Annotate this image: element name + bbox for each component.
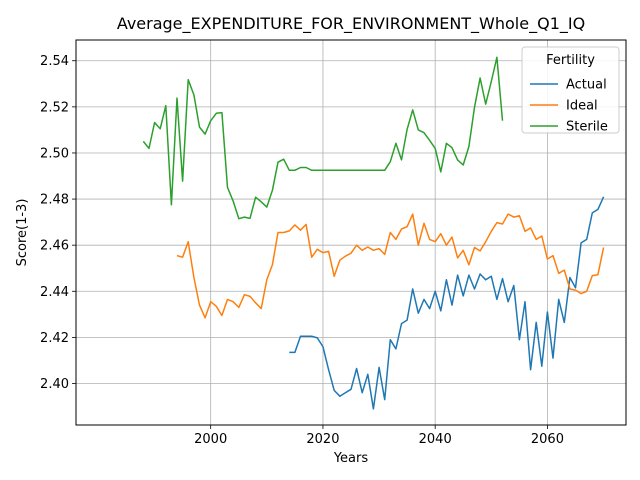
y-tick-label: 2.42 [40,331,69,346]
y-tick-label: 2.50 [40,146,69,161]
y-axis-label: Score(1-3) [15,199,30,267]
x-tick-label: 2000 [194,432,227,447]
legend-label-sterile: Sterile [566,120,608,135]
legend: Fertility Actual Ideal Sterile [521,46,620,135]
y-tick-label: 2.48 [40,193,69,208]
axis-ticks: 2000 2020 2040 2060 2.40 2.42 2.44 2.46 2.48 2.50… [40,54,564,447]
legend-label-ideal: Ideal [566,99,598,114]
x-tick-label: 2040 [419,432,452,447]
series-lines [142,56,605,410]
y-tick-label: 2.40 [40,377,69,392]
x-tick-label: 2060 [531,432,564,447]
series-line-ideal [176,213,605,319]
legend-title: Fertility [546,53,595,68]
chart-title: Average_EXPENDITURE_FOR_ENVIRONMENT_Whol… [117,14,585,34]
series-line-sterile [142,56,504,220]
x-tick-label: 2020 [306,432,339,447]
legend-box [521,46,620,134]
y-tick-label: 2.54 [40,54,69,69]
legend-label-actual: Actual [566,78,607,93]
y-tick-label: 2.52 [40,100,69,115]
series-line-actual [289,196,605,410]
grid-lines [76,40,626,425]
x-axis-label: Years [333,451,369,466]
plot-frame [75,39,627,426]
y-tick-label: 2.46 [40,239,69,254]
y-tick-label: 2.44 [40,285,69,300]
